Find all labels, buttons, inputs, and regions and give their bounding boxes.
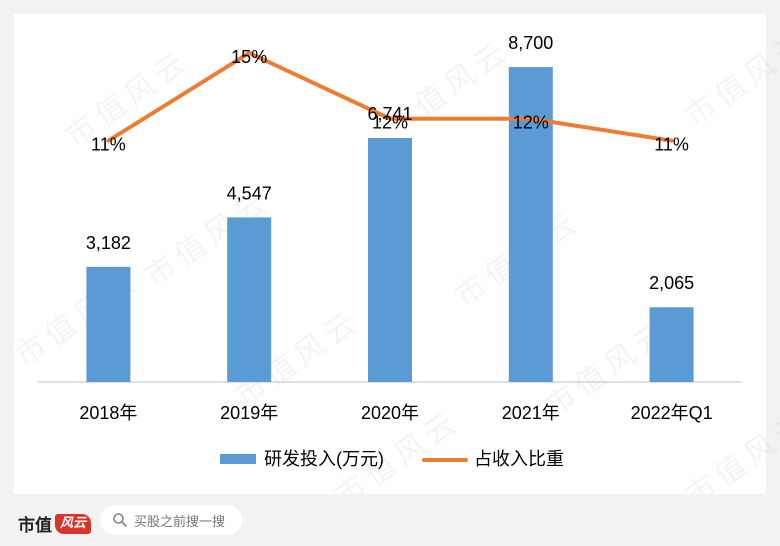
bar-data-labels: 3,182 4,547 6,741 8,700 2,065 (86, 33, 694, 293)
bar-data-label: 6,741 (367, 104, 412, 124)
legend: 研发投入(万元) 占收入比重 (220, 449, 564, 469)
search-box[interactable]: 买股之前搜一搜 (100, 505, 242, 535)
bar (86, 266, 131, 382)
bar (368, 137, 412, 382)
line-data-label: 12% (372, 113, 408, 133)
line-series (106, 50, 674, 143)
bar-data-label: 2,065 (649, 273, 694, 293)
search-icon (113, 513, 127, 527)
brand-text: 市值 (18, 516, 52, 536)
x-tick-label: 2019年 (220, 403, 278, 423)
bar (649, 307, 694, 382)
x-tick-labels: 2018年 2019年 2020年 2021年 2022年Q1 (79, 403, 712, 423)
line-data-label: 11% (91, 135, 126, 155)
search-placeholder: 买股之前搜一搜 (134, 514, 226, 530)
brand-mark: 风云 (55, 513, 92, 534)
legend-label-bar: 研发投入(万元) (264, 449, 384, 469)
line-data-labels: 11% 15% 12% 12% 11% (91, 47, 689, 155)
bar (227, 217, 272, 382)
legend-label-line: 占收入比重 (474, 449, 564, 469)
line-data-label: 12% (513, 113, 549, 133)
brand-logo[interactable]: 市值 风云 (18, 511, 92, 536)
footer-bar: 市值 风云 买股之前搜一搜 (0, 494, 780, 546)
x-tick-label: 2018年 (79, 403, 137, 423)
bar-data-label: 3,182 (86, 233, 131, 253)
bar-data-label: 4,547 (227, 183, 272, 203)
x-tick-label: 2021年 (502, 403, 560, 423)
bar-data-label: 8,700 (508, 33, 553, 53)
x-tick-label: 2020年 (361, 403, 419, 423)
line-data-label: 15% (231, 47, 267, 67)
line-data-label: 11% (654, 135, 689, 155)
x-tick-label: 2022年Q1 (631, 403, 713, 423)
legend-swatch-bar (220, 454, 256, 464)
